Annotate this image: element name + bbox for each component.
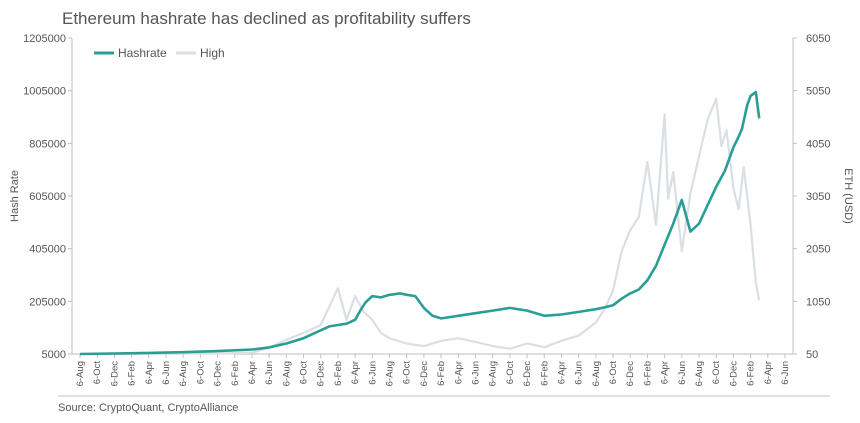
x-tick-label: 6-Oct (195, 361, 206, 385)
x-tick-label: 6-Jun (161, 361, 172, 385)
x-tick-label: 6-Apr (556, 361, 567, 384)
x-tick-label: 6-Apr (660, 361, 671, 384)
x-tick-label: 6-Apr (144, 361, 155, 384)
y-tick-label-left: 605000 (29, 191, 66, 203)
x-tick-label: 6-Feb (230, 361, 241, 386)
x-tick-label: 6-Dec (419, 361, 430, 387)
y-axis-label-right: ETH (USD) (842, 168, 854, 224)
x-tick-label: 6-Apr (247, 361, 258, 384)
x-tick-label: 6-Feb (642, 361, 653, 386)
x-tick-label: 6-Aug (591, 361, 602, 386)
x-tick-label: 6-Oct (711, 361, 722, 385)
x-tick-label: 6-Apr (350, 361, 361, 384)
y-tick-label-right: 2050 (806, 244, 830, 256)
x-tick-label: 6-Oct (92, 361, 103, 385)
x-tick-label: 6-Feb (539, 361, 550, 386)
y-tick-label-right: 5050 (806, 86, 830, 98)
y-tick-label-left: 1205000 (23, 33, 66, 45)
x-tick-label: 6-Jun (780, 361, 791, 385)
x-tick-label: 6-Oct (608, 361, 619, 385)
x-tick-label: 6-Oct (402, 361, 413, 385)
x-tick-label: 6-Feb (436, 361, 447, 386)
x-tick-label: 6-Aug (75, 361, 86, 386)
y-axis-label-left: Hash Rate (9, 170, 21, 222)
x-tick-label: 6-Apr (453, 361, 464, 384)
y-tick-label-left: 1005000 (23, 86, 66, 98)
x-tick-label: 6-Dec (316, 361, 327, 387)
x-tick-label: 6-Jun (677, 361, 688, 385)
series-line-high (79, 97, 761, 356)
x-tick-label: 6-Dec (213, 361, 224, 387)
x-tick-label: 6-Feb (333, 361, 344, 386)
x-tick-label: 6-Aug (281, 361, 292, 386)
x-tick-label: 6-Oct (299, 361, 310, 385)
y-tick-label-right: 6050 (806, 33, 830, 45)
x-tick-label: 6-Apr (763, 361, 774, 384)
y-tick-label-right: 1050 (806, 296, 830, 308)
x-tick-label: 6-Jun (574, 361, 585, 385)
legend-label-hashrate: Hashrate (118, 46, 167, 60)
y-tick-label-left: 5000 (42, 349, 66, 361)
x-tick-label: 6-Aug (385, 361, 396, 386)
x-tick-label: 6-Dec (625, 361, 636, 387)
y-tick-label-left: 205000 (29, 296, 66, 308)
y-tick-label-right: 4050 (806, 138, 830, 150)
x-tick-label: 6-Dec (728, 361, 739, 387)
y-tick-label-left: 405000 (29, 244, 66, 256)
y-tick-label-right: 50 (806, 349, 818, 361)
x-tick-label: 6-Feb (127, 361, 138, 386)
y-tick-label-left: 805000 (29, 138, 66, 150)
source-note: Source: CryptoQuant, CryptoAlliance (58, 402, 239, 414)
series-line-hashrate (79, 90, 761, 356)
x-tick-label: 6-Dec (522, 361, 533, 387)
legend-label-high: High (200, 46, 225, 60)
x-tick-label: 6-Jun (264, 361, 275, 385)
x-tick-label: 6-Aug (488, 361, 499, 386)
x-tick-label: 6-Aug (178, 361, 189, 386)
x-tick-label: 6-Jun (470, 361, 481, 385)
y-tick-label-right: 3050 (806, 191, 830, 203)
x-tick-label: 6-Aug (694, 361, 705, 386)
x-tick-label: 6-Jun (367, 361, 378, 385)
chart-title: Ethereum hashrate has declined as profit… (62, 9, 471, 28)
x-tick-label: 6-Feb (746, 361, 757, 386)
x-tick-label: 6-Dec (109, 361, 120, 387)
x-tick-label: 6-Oct (505, 361, 516, 385)
